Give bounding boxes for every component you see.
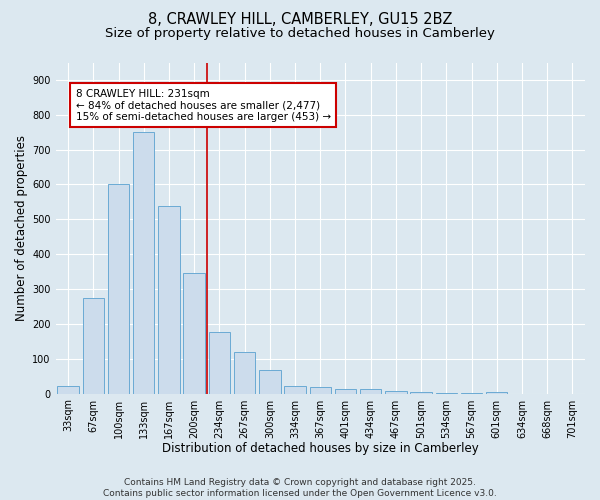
Bar	[335, 390, 356, 394]
Bar	[360, 390, 382, 394]
Bar	[310, 386, 331, 394]
Bar	[83, 298, 104, 394]
Bar	[184, 274, 205, 394]
Text: Contains HM Land Registry data © Crown copyright and database right 2025.
Contai: Contains HM Land Registry data © Crown c…	[103, 478, 497, 498]
Y-axis label: Number of detached properties: Number of detached properties	[15, 135, 28, 321]
Bar	[259, 370, 281, 394]
Bar	[486, 392, 508, 394]
Bar	[158, 206, 180, 394]
Bar	[234, 352, 256, 394]
Text: 8 CRAWLEY HILL: 231sqm
← 84% of detached houses are smaller (2,477)
15% of semi-: 8 CRAWLEY HILL: 231sqm ← 84% of detached…	[76, 88, 331, 122]
Bar	[58, 386, 79, 394]
Bar	[108, 184, 129, 394]
Text: Size of property relative to detached houses in Camberley: Size of property relative to detached ho…	[105, 28, 495, 40]
Bar	[209, 332, 230, 394]
Bar	[133, 132, 154, 394]
Bar	[284, 386, 306, 394]
X-axis label: Distribution of detached houses by size in Camberley: Distribution of detached houses by size …	[162, 442, 479, 455]
Bar	[385, 391, 407, 394]
Bar	[436, 392, 457, 394]
Text: 8, CRAWLEY HILL, CAMBERLEY, GU15 2BZ: 8, CRAWLEY HILL, CAMBERLEY, GU15 2BZ	[148, 12, 452, 28]
Bar	[410, 392, 432, 394]
